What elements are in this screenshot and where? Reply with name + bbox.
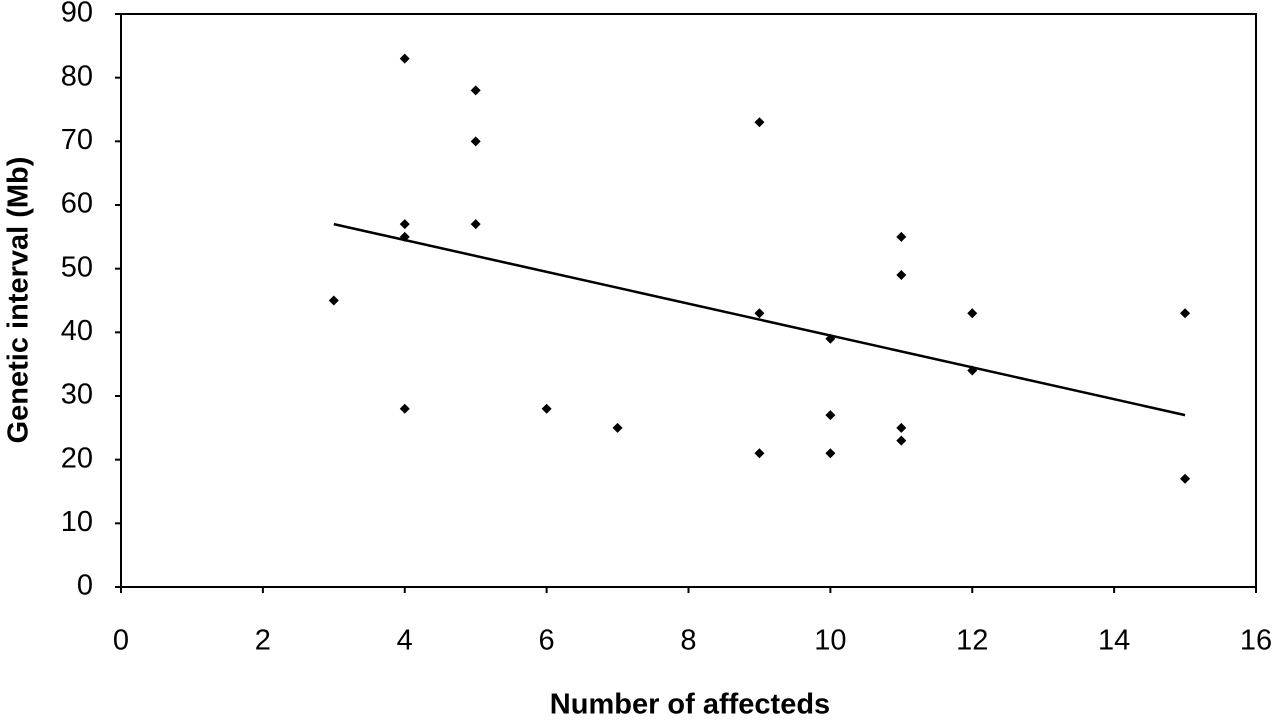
- y-tick-label: 30: [61, 379, 93, 411]
- data-point: [825, 410, 836, 421]
- data-point: [825, 448, 836, 459]
- data-point: [399, 53, 410, 64]
- data-point: [1180, 473, 1191, 484]
- x-tick-label: 16: [1240, 625, 1272, 657]
- data-point: [1180, 308, 1191, 319]
- trend-line: [333, 222, 1186, 417]
- data-point: [541, 403, 552, 414]
- data-point: [896, 435, 907, 446]
- y-tick-label: 20: [61, 442, 93, 474]
- x-tick-label: 10: [814, 625, 846, 657]
- x-tick-label: 4: [397, 625, 413, 657]
- data-point: [896, 422, 907, 433]
- y-tick-label: 70: [61, 124, 93, 156]
- data-point: [754, 448, 765, 459]
- data-point: [825, 333, 836, 344]
- data-point: [399, 231, 410, 242]
- data-point: [470, 219, 481, 230]
- data-point: [754, 117, 765, 128]
- y-tick-label: 60: [61, 188, 93, 220]
- x-tick-label: 12: [956, 625, 988, 657]
- data-point: [967, 365, 978, 376]
- x-tick-label: 6: [539, 625, 555, 657]
- x-tick-label: 0: [113, 625, 129, 657]
- y-tick-label: 80: [61, 60, 93, 92]
- plot-frame: [120, 13, 1257, 588]
- y-tick-label: 10: [61, 506, 93, 538]
- x-tick-label: 8: [680, 625, 696, 657]
- data-point: [399, 219, 410, 230]
- y-axis-title: Genetic interval (Mb): [3, 157, 35, 444]
- y-tick-label: 0: [77, 570, 93, 602]
- x-tick-label: 2: [255, 625, 271, 657]
- data-point: [328, 295, 339, 306]
- y-tick-label: 90: [61, 0, 93, 29]
- y-tick-label: 40: [61, 315, 93, 347]
- y-tick-label: 50: [61, 251, 93, 283]
- data-point: [470, 136, 481, 147]
- data-point: [470, 85, 481, 96]
- x-tick-label: 14: [1098, 625, 1130, 657]
- data-point: [399, 403, 410, 414]
- data-point: [896, 231, 907, 242]
- data-point: [754, 308, 765, 319]
- data-point: [612, 422, 623, 433]
- data-point: [896, 270, 907, 281]
- x-axis-title: Number of affecteds: [550, 689, 830, 720]
- data-point: [967, 308, 978, 319]
